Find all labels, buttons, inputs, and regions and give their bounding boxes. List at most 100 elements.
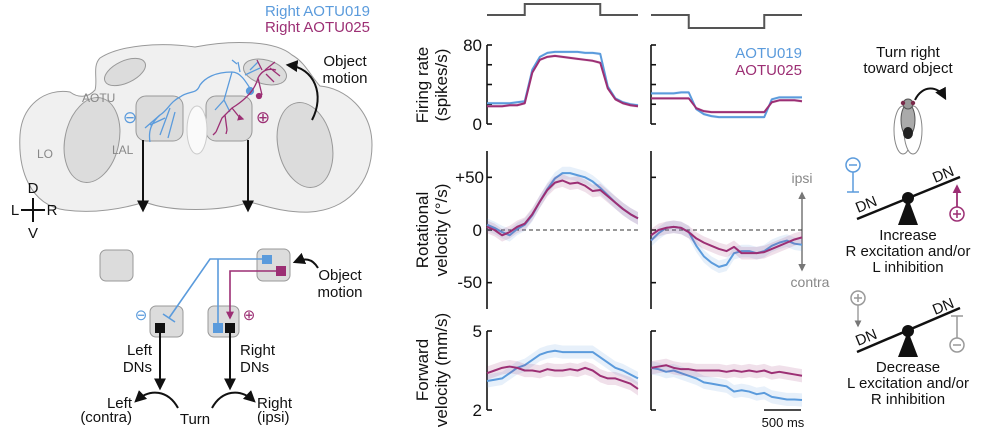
contra-label: contra (791, 274, 830, 290)
fly-icon (893, 98, 923, 155)
tick-firing-80: 80 (463, 36, 482, 55)
compass-d: D (28, 180, 39, 197)
aotu019-projection (168, 258, 264, 319)
decrease-label-3: R inhibition (871, 391, 945, 408)
object-motion-label: Object (323, 53, 367, 70)
line-aotu019-firing-contra (651, 91, 802, 119)
lo-label: LO (37, 147, 53, 161)
circuit-diagram: ⊖ ⊕ Object motion Left DNs Right DNs Lef… (80, 248, 363, 428)
object-motion-arrow (285, 60, 319, 121)
ipsi-label: ipsi (791, 170, 812, 186)
dn-right-label-2: DN (930, 295, 956, 319)
sem-band-aotu025-forward-contra (651, 358, 802, 383)
legend-aotu019-plot: AOTU019 (735, 45, 802, 62)
compass-icon: D L R V (11, 180, 58, 242)
aotu019-soma (262, 255, 272, 264)
right-dns-label-2: DNs (240, 359, 269, 376)
turn-right-arrow (914, 86, 947, 101)
decrease-label-2: L excitation and/or (847, 375, 969, 392)
left-aotu-box (99, 249, 134, 282)
left-turn-label: Left (107, 395, 133, 412)
tick-rot-0: 0 (473, 221, 482, 240)
increase-label: Increase (879, 227, 937, 244)
stimulus-trace-ipsi (487, 3, 638, 16)
right-turn-arrow (211, 390, 256, 409)
left-lo (63, 97, 121, 183)
tick-firing-0: 0 (473, 115, 482, 134)
legend-aotu019: Right AOTU019 (265, 3, 370, 20)
right-lo (276, 102, 334, 188)
left-aotu (104, 57, 146, 87)
lal-label: LAL (112, 143, 134, 157)
left-turn-arrow (134, 390, 179, 409)
turn-label: Turn (180, 411, 210, 428)
legend-aotu025-plot: AOTU025 (735, 62, 802, 79)
plots: Firing rate (spikes/s) Rotational veloci… (413, 3, 830, 430)
fulcrum-icon (898, 198, 918, 225)
ylabel-forward: Forward (413, 339, 432, 401)
plus-sign: ⊕ (243, 307, 256, 324)
right-turn-label: Right (257, 395, 293, 412)
model-diagram: Turn right toward object DN DN (845, 44, 971, 408)
tick-fwd-2: 2 (473, 401, 482, 420)
scale-bar-label: 500 ms (762, 415, 805, 430)
excitation-magenta-icon (949, 184, 965, 222)
ylabel-rotational: Rotational (413, 192, 432, 269)
compass-v: V (28, 225, 38, 242)
increase-label-2: R excitation and/or (845, 243, 970, 260)
plus-sign-aotu025: ⊕ (256, 108, 270, 127)
ylabel-rotational-2: velocity (°/s) (432, 184, 451, 277)
minus-sign-aotu019: ⊖ (123, 108, 137, 127)
right-dns-label: Right (240, 342, 276, 359)
compass-l: L (11, 202, 19, 219)
left-lal-box (149, 305, 184, 338)
object-motion-label-2: motion (322, 70, 367, 87)
sem-band-aotu019-firing-ipsi (487, 50, 638, 107)
line-aotu025-rotational-contra (650, 225, 803, 255)
legend-aotu025: Right AOTU025 (265, 19, 370, 36)
model-title: Turn right (876, 44, 940, 61)
aotu-label: AOTU (82, 91, 115, 105)
excitation-gray-icon (850, 290, 866, 328)
object-motion-label-circuit: Object (318, 267, 362, 284)
minus-sign: ⊖ (135, 307, 148, 324)
line-aotu019-firing-ipsi (487, 50, 639, 107)
object-motion-label-circuit-2: motion (317, 284, 362, 301)
aotu025-neuron (212, 59, 281, 136)
aotu025-projection (226, 270, 280, 320)
object-motion-arrow-2 (292, 252, 319, 269)
ylabel-forward-2: velocity (mm/s) (432, 313, 451, 427)
esophagus (186, 105, 208, 155)
inhibition-blue-icon (845, 157, 861, 193)
ylabel-firing: Firing rate (413, 47, 432, 124)
line-aotu025-firing-ipsi (487, 54, 639, 108)
line-aotu019-forward-ipsi (486, 349, 639, 383)
compass-r: R (47, 202, 58, 219)
sem-band-aotu019-firing-contra (651, 90, 802, 119)
tick-rot-neg50: -50 (457, 273, 482, 292)
right-dn-soma (225, 323, 235, 333)
aotu019-neuron (144, 59, 261, 143)
left-dn-soma (155, 323, 165, 333)
decrease-label: Decrease (876, 359, 940, 376)
sem-band-aotu019-forward-ipsi (487, 344, 638, 388)
dn-left-label: DN (853, 193, 879, 217)
increase-label-3: L inhibition (872, 259, 943, 276)
aotu019-inhibitory-terminal (162, 313, 176, 323)
tick-rot-50: +50 (455, 168, 484, 187)
right-turn-label-2: (ipsi) (257, 409, 290, 426)
sem-band-aotu019-forward-contra (651, 361, 802, 407)
tick-fwd-5: 5 (473, 322, 482, 341)
dn-left-label-2: DN (853, 326, 879, 350)
sem-band-aotu025-rotational-contra (651, 220, 802, 260)
aotu025-soma (276, 266, 286, 276)
line-aotu025-forward-ipsi (486, 365, 639, 390)
right-aotu-box (256, 248, 291, 282)
line-aotu025-rotational-ipsi (486, 179, 639, 237)
ylabel-firing-2: (spikes/s) (432, 49, 451, 122)
line-aotu025-firing-contra (651, 97, 803, 114)
sem-band-aotu025-forward-ipsi (487, 359, 638, 396)
fulcrum-icon-2 (898, 331, 918, 357)
model-title-2: toward object (863, 60, 953, 77)
